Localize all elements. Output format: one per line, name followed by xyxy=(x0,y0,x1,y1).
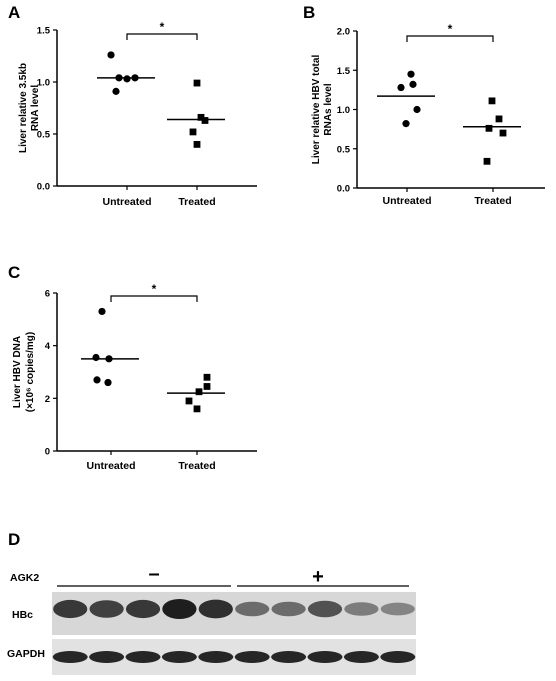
hbc-band xyxy=(89,600,124,618)
y-tick-label: 0.5 xyxy=(37,130,51,141)
panel-d: D AGK2 – + HBc GAPDH xyxy=(7,530,416,675)
y-tick-label: 1.0 xyxy=(337,105,350,116)
y-axis-label: Liver HBV DNA xyxy=(12,336,23,408)
gapdh-band xyxy=(343,651,379,663)
panel-a: A 0.0 0.5 1.0 1.5 Untreated Treated Liver relat… xyxy=(8,3,257,208)
data-point-square xyxy=(193,79,201,87)
gapdh-band xyxy=(198,651,234,663)
group-plus-sign: + xyxy=(312,566,324,588)
gapdh-band xyxy=(161,651,197,663)
data-point-circle xyxy=(107,51,115,59)
y-tick-label: 0.0 xyxy=(37,182,50,193)
y-tick-label: 0 xyxy=(45,447,50,458)
y-tick-label: 2 xyxy=(45,394,50,405)
data-point-square xyxy=(197,113,205,121)
x-tick-label: Treated xyxy=(178,460,215,472)
y-tick-label: 6 xyxy=(45,289,50,300)
panel-b: B 0.0 0.5 1.0 1.5 2.0 Untreated Treated Liver re… xyxy=(303,3,545,207)
gapdh-band xyxy=(125,651,161,663)
y-tick-label: 2.0 xyxy=(337,27,350,38)
hbc-band xyxy=(380,602,415,616)
significance-bracket xyxy=(110,295,198,302)
panel-c: C 0 2 4 6 Untreated Treated Liver HBV DNA (×10⁶ … xyxy=(8,263,257,472)
y-tick-label: 1.0 xyxy=(37,78,50,89)
significance-star: * xyxy=(152,282,157,296)
data-point-circle xyxy=(112,87,120,95)
gapdh-band xyxy=(271,651,307,663)
hbc-band xyxy=(344,602,379,616)
hbc-band xyxy=(125,599,161,619)
y-tick-label: 0.0 xyxy=(337,184,350,195)
data-point-square xyxy=(488,97,496,105)
hbc-band xyxy=(235,601,270,617)
data-point-square xyxy=(189,128,197,136)
panel-letter: C xyxy=(8,263,20,282)
row-label-gapdh: GAPDH xyxy=(7,648,45,660)
data-point-circle xyxy=(409,80,417,88)
data-point-square xyxy=(495,115,503,123)
data-point-circle xyxy=(397,83,405,92)
data-point-square xyxy=(485,124,493,132)
data-point-circle xyxy=(92,353,100,362)
data-point-square xyxy=(499,129,507,137)
y-tick-label: 1.5 xyxy=(37,26,51,37)
panel-letter: A xyxy=(8,3,20,22)
y-tick-label: 0.5 xyxy=(337,144,351,155)
x-tick-label: Untreated xyxy=(382,195,431,207)
hbc-band xyxy=(198,599,233,619)
gapdh-band xyxy=(307,651,343,663)
hbc-band xyxy=(162,599,197,619)
y-tick-label: 1.5 xyxy=(337,66,351,77)
data-point-circle xyxy=(98,307,106,316)
hbc-band xyxy=(307,600,343,618)
gapdh-band xyxy=(380,651,416,663)
group-minus-sign: – xyxy=(148,563,159,585)
y-axis-label: (×10⁶ copies/mg) xyxy=(25,332,36,412)
significance-star: * xyxy=(160,20,165,34)
hbc-band xyxy=(271,601,306,617)
data-point-circle xyxy=(413,105,421,114)
data-point-square xyxy=(203,373,211,381)
data-point-circle xyxy=(123,75,131,83)
data-point-square xyxy=(483,157,491,165)
data-point-circle xyxy=(402,120,410,128)
y-tick-label: 4 xyxy=(45,341,51,352)
row-label-hbc: HBc xyxy=(12,609,33,621)
x-tick-label: Treated xyxy=(474,195,511,207)
hbc-band xyxy=(53,599,88,619)
x-tick-label: Treated xyxy=(178,196,215,208)
x-tick-label: Untreated xyxy=(86,460,135,472)
data-point-circle xyxy=(93,376,101,384)
data-point-circle xyxy=(407,70,415,78)
y-axis-label: RNA level xyxy=(30,85,41,132)
treatment-label: AGK2 xyxy=(10,572,39,584)
data-point-square xyxy=(201,117,209,124)
significance-star: * xyxy=(448,22,453,36)
data-point-square xyxy=(193,141,201,148)
data-point-square xyxy=(193,405,201,413)
data-point-circle xyxy=(104,378,112,387)
y-axis-label: RNAs level xyxy=(323,83,334,135)
y-axis-label: Liver relative HBV total xyxy=(311,55,322,165)
panel-letter: B xyxy=(303,3,315,22)
gapdh-band xyxy=(234,651,270,663)
data-point-square xyxy=(203,383,211,390)
significance-bracket xyxy=(406,35,494,42)
data-point-square xyxy=(185,397,193,405)
x-tick-label: Untreated xyxy=(102,196,151,208)
significance-bracket xyxy=(126,33,198,40)
panel-letter: D xyxy=(8,530,20,549)
gapdh-band xyxy=(89,651,125,663)
data-point-square xyxy=(195,388,203,396)
gapdh-band xyxy=(52,651,88,663)
y-axis-label: Liver relative 3.5kb xyxy=(18,63,29,153)
